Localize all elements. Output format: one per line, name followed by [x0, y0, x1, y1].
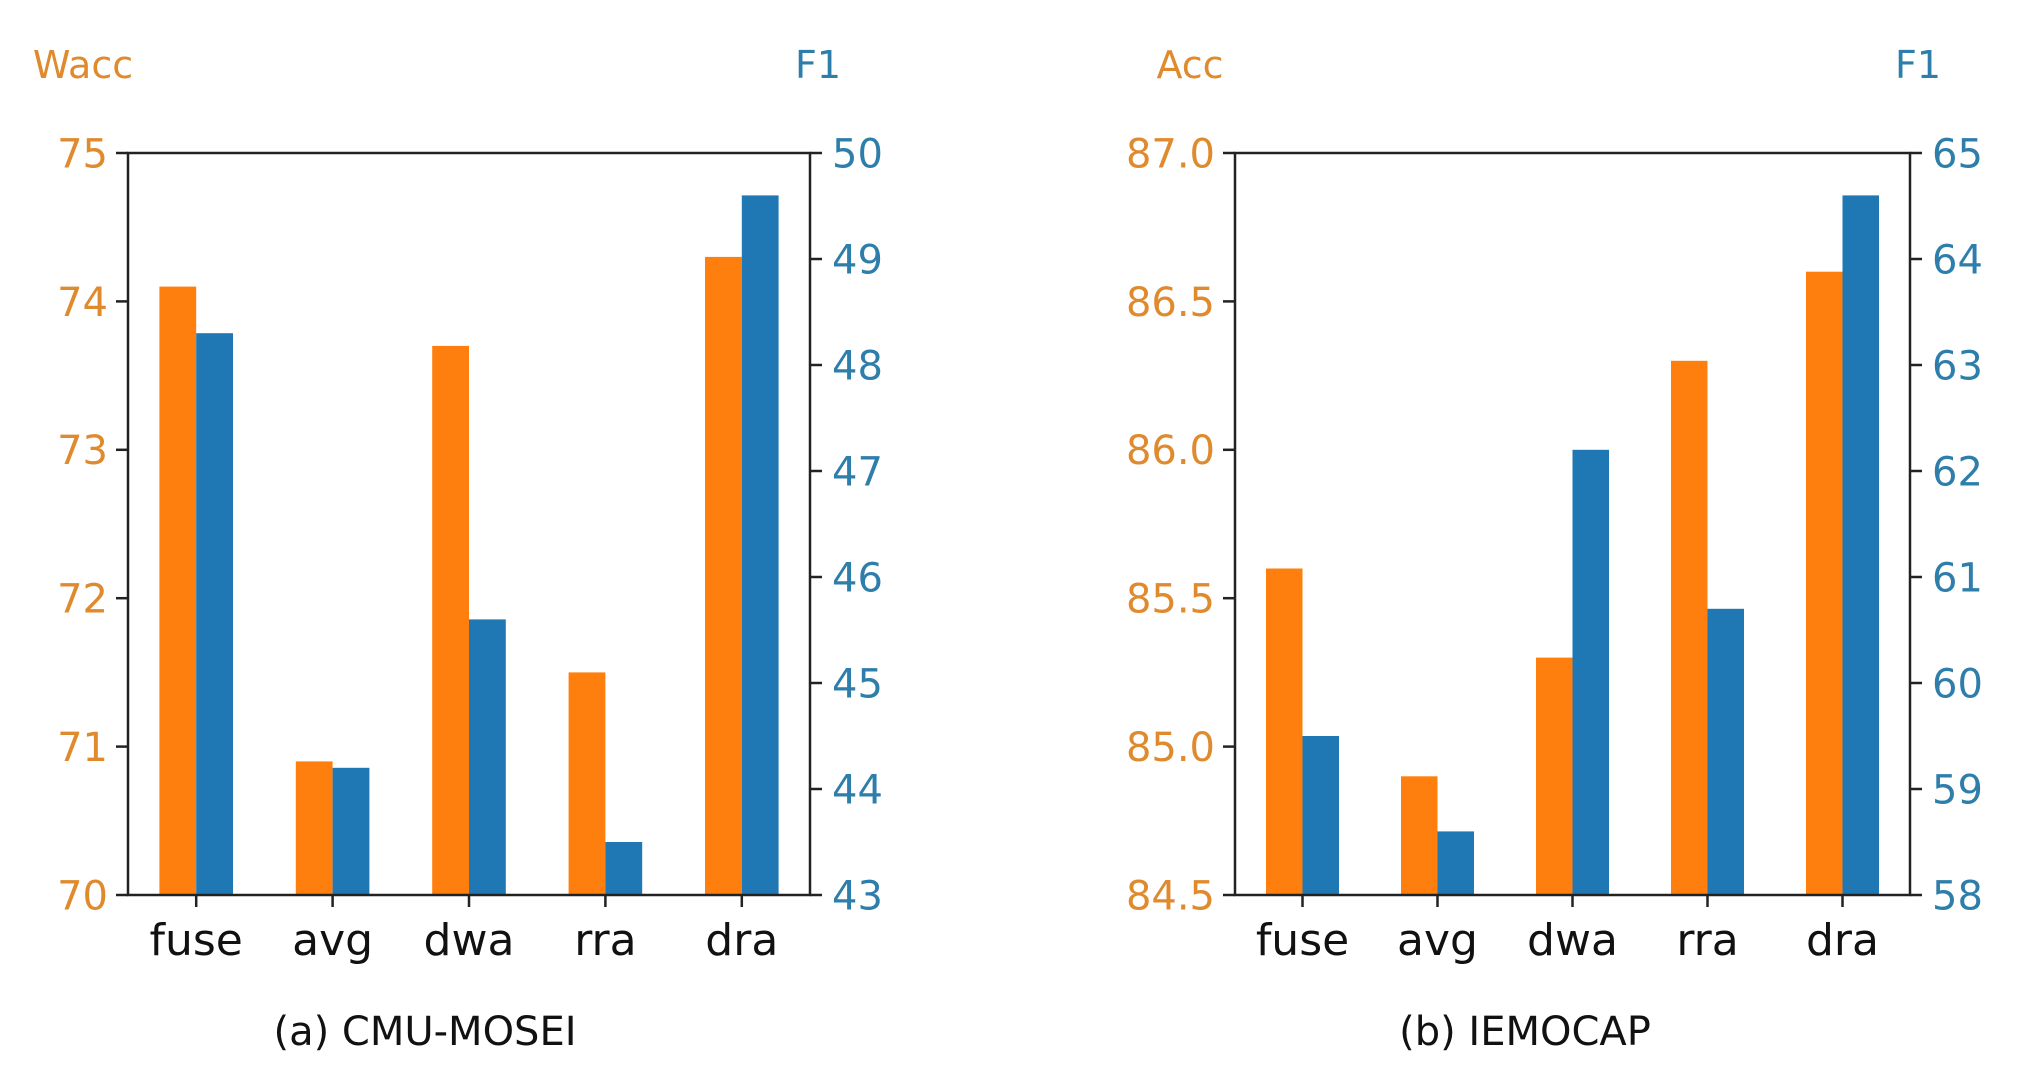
bar-f1-dra: [741, 195, 779, 895]
right-axis-label: F1: [795, 43, 841, 87]
right-tick-label: 45: [832, 661, 883, 707]
left-tick-label: 75: [57, 131, 108, 177]
left-axis-label: Wacc: [33, 43, 133, 87]
bar-wacc-rra: [568, 672, 606, 895]
left-tick-label: 85.5: [1126, 577, 1215, 623]
right-tick-label: 46: [832, 555, 883, 601]
x-tick-label-avg: avg: [292, 915, 373, 966]
x-tick-label-dwa: dwa: [424, 915, 515, 966]
left-tick-label: 72: [57, 577, 108, 623]
bar-acc-dra: [1806, 271, 1843, 895]
bar-acc-rra: [1671, 360, 1708, 895]
right-tick-label: 60: [1932, 661, 1983, 707]
right-tick-label: 50: [832, 131, 883, 177]
bar-f1-avg: [332, 767, 370, 895]
x-tick-label-dwa: dwa: [1527, 915, 1618, 966]
chart-panel-1: 70 71 72 73 74 75 43 44 45 46 47 48 49 50 fuse avg dwa rr…: [33, 43, 883, 1055]
x-tick-label-fuse: fuse: [1256, 915, 1349, 966]
left-tick-label: 86.0: [1126, 428, 1215, 474]
bar-wacc-fuse: [159, 286, 197, 896]
left-tick-label: 70: [57, 873, 108, 919]
right-tick-label: 61: [1932, 555, 1983, 601]
bar-wacc-dwa: [432, 345, 469, 895]
chart-caption: (a) CMU-MOSEI: [273, 1009, 576, 1055]
right-tick-label: 64: [1932, 237, 1983, 283]
left-tick-label: 85.0: [1126, 725, 1215, 771]
bar-acc-fuse: [1266, 568, 1303, 895]
bar-f1-dra: [1842, 195, 1879, 895]
bar-f1-fuse: [1302, 736, 1339, 895]
right-tick-label: 48: [832, 343, 883, 389]
bar-wacc-dra: [705, 256, 742, 895]
bar-f1-rra: [605, 842, 643, 895]
left-tick-label: 84.5: [1126, 873, 1215, 919]
right-tick-label: 59: [1932, 767, 1983, 813]
left-tick-label: 74: [57, 280, 108, 326]
bar-f1-dwa: [1572, 449, 1609, 895]
bar-f1-rra: [1707, 608, 1744, 895]
bar-f1-avg: [1437, 831, 1474, 895]
bar-acc-dwa: [1536, 657, 1573, 895]
x-tick-label-dra: dra: [1806, 915, 1879, 966]
bar-wacc-avg: [295, 761, 333, 895]
bar-f1-dwa: [469, 619, 506, 895]
right-tick-label: 44: [832, 767, 883, 813]
x-tick-label-rra: rra: [574, 915, 636, 966]
right-tick-label: 49: [832, 237, 883, 283]
left-tick-label: 73: [57, 428, 108, 474]
left-axis-label: Acc: [1156, 43, 1223, 87]
right-tick-label: 43: [832, 873, 883, 919]
bar-f1-fuse: [196, 333, 233, 895]
chart-panel-2: 84.5 85.0 85.5 86.0 86.5 87.0 58 59 60 61 62 63 64 65…: [1126, 43, 1983, 1055]
right-tick-label: 65: [1932, 131, 1983, 177]
right-tick-label: 47: [832, 449, 883, 495]
x-tick-label-rra: rra: [1676, 915, 1738, 966]
left-tick-label: 87.0: [1126, 131, 1215, 177]
x-tick-label-dra: dra: [705, 915, 778, 966]
left-tick-label: 86.5: [1126, 280, 1215, 326]
chart-caption: (b) IEMOCAP: [1399, 1009, 1651, 1055]
x-tick-label-fuse: fuse: [150, 915, 243, 966]
right-tick-label: 63: [1932, 343, 1983, 389]
x-tick-label-avg: avg: [1397, 915, 1478, 966]
bar-acc-avg: [1401, 776, 1438, 895]
right-tick-label: 62: [1932, 449, 1983, 495]
right-tick-label: 58: [1932, 873, 1983, 919]
right-axis-label: F1: [1895, 43, 1941, 87]
left-tick-label: 71: [57, 725, 108, 771]
